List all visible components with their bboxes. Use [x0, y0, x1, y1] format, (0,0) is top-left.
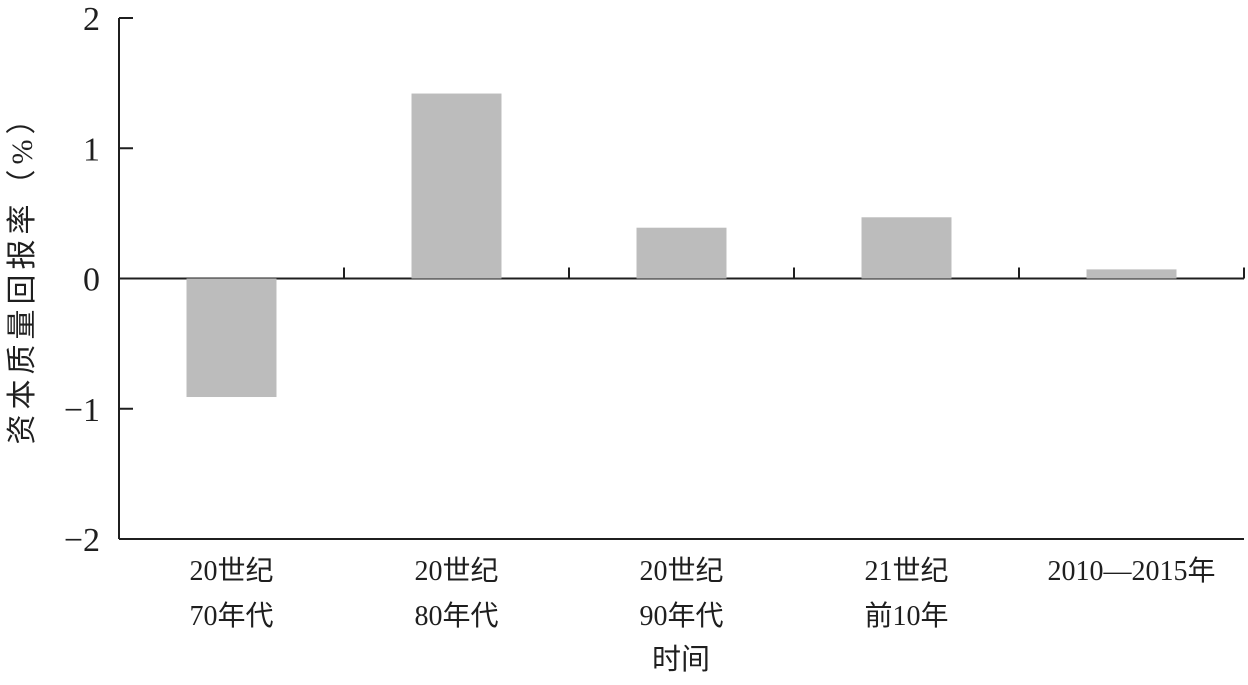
y-tick-label: −1 [64, 392, 100, 429]
y-tick-label: −2 [64, 522, 100, 559]
bar [636, 227, 727, 279]
bar [411, 93, 502, 279]
x-category-label: 前10年 [864, 600, 948, 632]
x-category-label: 20世纪 [639, 555, 723, 587]
bar [1086, 269, 1177, 279]
y-tick-label: 0 [83, 262, 100, 299]
x-category-label: 80年代 [414, 600, 498, 632]
x-category-label: 21世纪 [864, 555, 948, 587]
x-axis-title: 时间 [652, 643, 710, 676]
y-axis-title: 资本质量回报率（%） [6, 100, 39, 445]
bar [861, 217, 952, 279]
x-category-label: 70年代 [189, 600, 273, 632]
bar [186, 278, 277, 398]
bars-group [186, 93, 1177, 398]
x-category-label: 20世纪 [414, 555, 498, 587]
y-tick-marks-group [119, 17, 133, 540]
x-category-label: 90年代 [639, 600, 723, 632]
y-tick-label: 1 [83, 131, 100, 168]
x-tick-marks-group [343, 267, 1245, 279]
y-tick-labels-group: 2 1 0 −1 −2 [64, 1, 100, 559]
y-tick-label: 2 [83, 1, 100, 38]
x-category-label: 20世纪 [189, 555, 273, 587]
x-category-label: 2010—2015年 [1047, 555, 1215, 587]
